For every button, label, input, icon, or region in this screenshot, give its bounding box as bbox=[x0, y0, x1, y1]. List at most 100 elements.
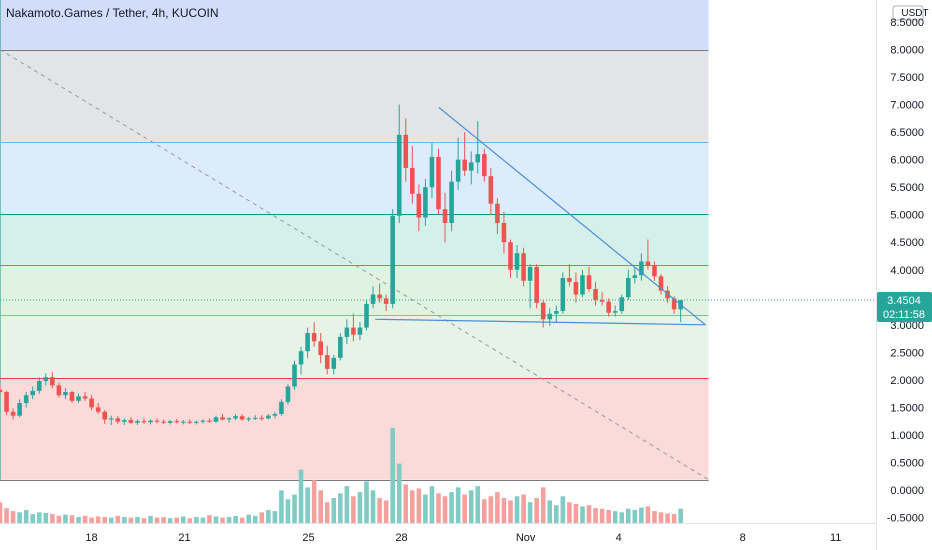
volume-bar bbox=[573, 504, 579, 523]
volume-bar bbox=[161, 517, 166, 523]
last-price-badge: 3.4504 02:11:58 bbox=[877, 292, 932, 323]
volume-bar bbox=[56, 515, 62, 523]
triangle-pattern-lines[interactable] bbox=[375, 106, 706, 326]
candle-body bbox=[403, 134, 409, 168]
volume-bar bbox=[69, 515, 75, 523]
volume-bar bbox=[311, 480, 317, 523]
price-tick-label: 7.0000 bbox=[890, 100, 924, 112]
candle-body bbox=[658, 276, 664, 291]
volume-bar bbox=[17, 512, 22, 523]
volume-bar bbox=[449, 492, 454, 523]
volume-bar bbox=[266, 509, 271, 523]
volume-bar bbox=[488, 496, 494, 523]
candle-body bbox=[43, 377, 49, 381]
volume-bar bbox=[89, 517, 94, 523]
volume-bar bbox=[200, 517, 206, 523]
volume-bar bbox=[514, 496, 520, 523]
volume-bar bbox=[10, 511, 16, 523]
volume-bar bbox=[292, 494, 297, 523]
candle-body bbox=[442, 209, 448, 223]
candle-body bbox=[619, 297, 625, 312]
time-tick-label: 4 bbox=[616, 532, 622, 544]
candle-body bbox=[671, 298, 677, 310]
candle-body bbox=[455, 159, 461, 182]
candle-body bbox=[259, 417, 265, 419]
volume-bar bbox=[102, 517, 108, 523]
candle-body bbox=[50, 377, 55, 386]
volume-bar bbox=[23, 509, 29, 523]
volume-bar bbox=[148, 515, 153, 523]
candle-body bbox=[298, 351, 304, 365]
volume-bar bbox=[625, 508, 631, 523]
price-tick-label: 7.5000 bbox=[890, 72, 924, 84]
volume-bar bbox=[383, 500, 389, 523]
candle-body bbox=[194, 421, 199, 423]
candle-body bbox=[285, 386, 291, 402]
candle-body bbox=[534, 267, 539, 303]
candle-body bbox=[612, 311, 618, 313]
candle-body bbox=[292, 364, 297, 387]
volume-bar bbox=[305, 487, 310, 523]
volume-bar bbox=[36, 512, 42, 523]
volume-bar bbox=[593, 508, 598, 523]
candle-body bbox=[36, 380, 42, 391]
candle-body bbox=[279, 401, 284, 414]
price-tick-label: 3.0000 bbox=[890, 320, 924, 332]
volume-bar bbox=[272, 511, 278, 523]
candle-body bbox=[115, 418, 121, 422]
volume-bar bbox=[285, 499, 291, 523]
volume-bar bbox=[468, 490, 474, 523]
candle-body bbox=[416, 193, 422, 218]
volume-bar bbox=[658, 512, 664, 523]
candle-body bbox=[318, 341, 323, 356]
candle-body bbox=[252, 417, 258, 419]
volume-bar bbox=[167, 518, 173, 523]
time-tick-label: 8 bbox=[740, 532, 746, 544]
candle-body bbox=[396, 134, 402, 216]
volume-bar bbox=[612, 511, 618, 523]
volume-bar bbox=[180, 516, 186, 523]
candle-body bbox=[351, 327, 356, 335]
price-badge-bg bbox=[877, 292, 932, 323]
volume-bar bbox=[239, 517, 245, 523]
volume-bar bbox=[108, 517, 114, 523]
price-tick-label: 5.0000 bbox=[890, 210, 924, 222]
time-axis: 18 21 25 28 Nov 4 8 11 bbox=[0, 523, 876, 550]
volume-bar bbox=[95, 516, 101, 523]
volume-bar bbox=[396, 463, 402, 523]
fib-band bbox=[0, 378, 709, 480]
volume-bar bbox=[213, 516, 219, 523]
candle-body bbox=[69, 391, 75, 401]
volume-bar bbox=[0, 502, 3, 523]
time-axis-bg bbox=[0, 523, 876, 550]
volume-bars bbox=[0, 428, 683, 523]
price-tick-label: 2.5000 bbox=[890, 347, 924, 359]
price-tick-label: 8.5000 bbox=[890, 17, 924, 29]
price-tick-label: -0.5000 bbox=[887, 512, 924, 524]
price-tick-label: 0.0000 bbox=[890, 485, 924, 497]
volume-bar bbox=[318, 490, 323, 523]
volume-bar bbox=[554, 505, 559, 523]
volume-bar bbox=[567, 502, 572, 523]
volume-bar bbox=[63, 514, 68, 523]
candle-body bbox=[514, 253, 520, 270]
volume-bar bbox=[678, 508, 683, 523]
candle-body bbox=[554, 311, 559, 314]
price-tick-label: 5.5000 bbox=[890, 182, 924, 194]
volume-bar bbox=[226, 517, 232, 523]
candle-body bbox=[449, 181, 454, 223]
candle-body bbox=[311, 333, 317, 342]
candle-body bbox=[383, 298, 389, 304]
candle-body bbox=[501, 222, 507, 243]
price-tick-label: 1.0000 bbox=[890, 430, 924, 442]
volume-bar bbox=[501, 498, 507, 523]
bar-countdown: 02:11:58 bbox=[883, 309, 925, 321]
volume-bar bbox=[233, 515, 238, 523]
candle-body bbox=[272, 413, 278, 416]
candle-body bbox=[89, 398, 94, 408]
volume-bar bbox=[436, 493, 441, 523]
volume-bar bbox=[122, 517, 127, 523]
candle-body bbox=[187, 421, 193, 423]
volume-bar bbox=[344, 486, 350, 523]
